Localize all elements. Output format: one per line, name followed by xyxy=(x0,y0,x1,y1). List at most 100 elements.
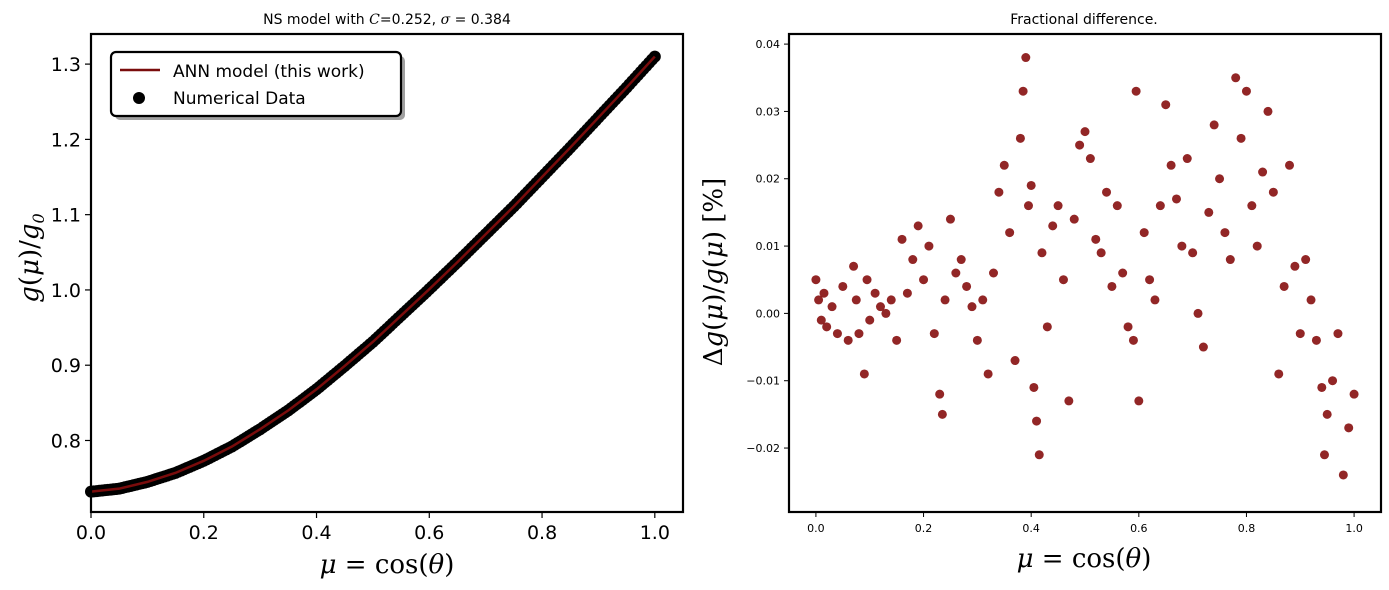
left-y-tick-label: 1.0 xyxy=(51,280,81,302)
fractional-difference-point xyxy=(1161,100,1171,110)
right-x-tick-label: 0.4 xyxy=(1022,522,1040,535)
fractional-difference-point xyxy=(1139,228,1149,238)
fractional-difference-point xyxy=(1037,248,1047,258)
right-chart: Fractional difference. 0.0 0.2 0.4 0.6 0.8 1.… xyxy=(699,12,1383,574)
fractional-difference-point xyxy=(1301,255,1311,265)
left-plot-area xyxy=(85,50,661,498)
fractional-difference-point xyxy=(1193,308,1203,318)
fractional-difference-point xyxy=(870,288,880,298)
fractional-difference-point xyxy=(1032,416,1042,426)
left-x-axis-label: μ = cos(θ) xyxy=(320,550,455,580)
fractional-difference-point xyxy=(945,214,955,224)
right-y-axis-label: Δg(μ)/g(μ) [%] xyxy=(699,178,729,367)
fractional-difference-point xyxy=(849,261,859,271)
fractional-difference-point xyxy=(908,255,918,265)
left-y-tick-label: 0.9 xyxy=(51,355,81,377)
right-y-tick-label: 0.00 xyxy=(756,307,781,320)
right-chart-title: Fractional difference. xyxy=(1010,12,1158,28)
fractional-difference-point xyxy=(1034,450,1044,460)
legend: ANN model (this work) Numerical Data xyxy=(109,50,405,120)
fractional-difference-point xyxy=(1252,241,1262,251)
fractional-difference-point xyxy=(1328,376,1338,386)
fractional-difference-point xyxy=(978,295,988,305)
fractional-difference-point xyxy=(1080,127,1090,137)
fractional-difference-point xyxy=(1263,106,1273,116)
fractional-difference-point xyxy=(935,389,945,399)
fractional-difference-point xyxy=(1290,261,1300,271)
fractional-difference-point xyxy=(1274,369,1284,379)
legend-entry-numerical-data: Numerical Data xyxy=(173,89,306,109)
fractional-difference-point xyxy=(875,302,885,312)
fractional-difference-point xyxy=(1204,207,1214,217)
fractional-difference-point xyxy=(838,281,848,291)
left-y-tick-label: 1.3 xyxy=(51,54,81,76)
left-x-tick-label: 0.6 xyxy=(414,522,444,544)
fractional-difference-point xyxy=(865,315,875,325)
fractional-difference-point xyxy=(859,369,869,379)
fractional-difference-point xyxy=(1247,201,1257,211)
fractional-difference-point xyxy=(937,409,947,419)
legend-box xyxy=(109,50,403,118)
right-y-tick-label: −0.02 xyxy=(746,442,780,455)
right-plot-area xyxy=(811,53,1359,480)
left-chart-title: NS model with C=0.252, σ = 0.384 xyxy=(263,12,511,28)
fractional-difference-point xyxy=(897,234,907,244)
fractional-difference-point xyxy=(1015,133,1025,143)
fractional-difference-point xyxy=(1096,248,1106,258)
right-x-tick-label: 0.2 xyxy=(915,522,933,535)
fractional-difference-point xyxy=(1134,396,1144,406)
right-y-tick-label: 0.04 xyxy=(756,38,781,51)
fractional-difference-point xyxy=(1155,201,1165,211)
fractional-difference-point xyxy=(967,302,977,312)
fractional-difference-point xyxy=(983,369,993,379)
fractional-difference-point xyxy=(902,288,912,298)
fractional-difference-point xyxy=(1241,86,1251,96)
left-x-tick-label: 0.4 xyxy=(301,522,331,544)
fractional-difference-point xyxy=(1188,248,1198,258)
fractional-difference-point xyxy=(1048,221,1058,231)
fractional-difference-point xyxy=(1023,201,1033,211)
fractional-difference-point xyxy=(1268,187,1278,197)
fractional-difference-point xyxy=(1131,86,1141,96)
fractional-difference-point xyxy=(1123,322,1133,332)
fractional-difference-point xyxy=(1166,160,1176,170)
fractional-difference-point xyxy=(956,255,966,265)
legend-marker-swatch xyxy=(133,92,145,104)
fractional-difference-point xyxy=(854,329,864,339)
fractional-difference-point xyxy=(1220,228,1230,238)
fractional-difference-point xyxy=(1029,382,1039,392)
fractional-difference-point xyxy=(1209,120,1219,130)
fractional-difference-point xyxy=(1128,335,1138,345)
fractional-difference-point xyxy=(972,335,982,345)
fractional-difference-point xyxy=(1102,187,1112,197)
fractional-difference-point xyxy=(816,315,826,325)
fractional-difference-point xyxy=(929,329,939,339)
fractional-difference-point xyxy=(999,160,1009,170)
right-x-tick-label: 0.8 xyxy=(1238,522,1256,535)
fractional-difference-point xyxy=(814,295,824,305)
fractional-difference-point xyxy=(1349,389,1359,399)
left-x-tick-label: 0.0 xyxy=(76,522,106,544)
fractional-difference-point xyxy=(1344,423,1354,433)
fractional-difference-point xyxy=(1145,275,1155,285)
fractional-difference-point xyxy=(1112,201,1122,211)
right-x-tick-label: 1.0 xyxy=(1345,522,1363,535)
fractional-difference-point xyxy=(1317,382,1327,392)
legend-entry-ann-model: ANN model (this work) xyxy=(173,62,365,82)
fractional-difference-point xyxy=(1150,295,1160,305)
right-y-tick-label: 0.03 xyxy=(756,105,781,118)
fractional-difference-point xyxy=(1171,194,1181,204)
fractional-difference-point xyxy=(1085,154,1095,164)
fractional-difference-point xyxy=(1018,86,1028,96)
fractional-difference-point xyxy=(1306,295,1316,305)
fractional-difference-point xyxy=(819,288,829,298)
fractional-difference-point xyxy=(822,322,832,332)
fractional-difference-point xyxy=(1285,160,1295,170)
fractional-difference-point xyxy=(1064,396,1074,406)
fractional-difference-point xyxy=(1311,335,1321,345)
fractional-difference-point xyxy=(1010,356,1020,366)
fractional-difference-point xyxy=(862,275,872,285)
fractional-difference-point xyxy=(1069,214,1079,224)
fractional-difference-point xyxy=(1225,255,1235,265)
